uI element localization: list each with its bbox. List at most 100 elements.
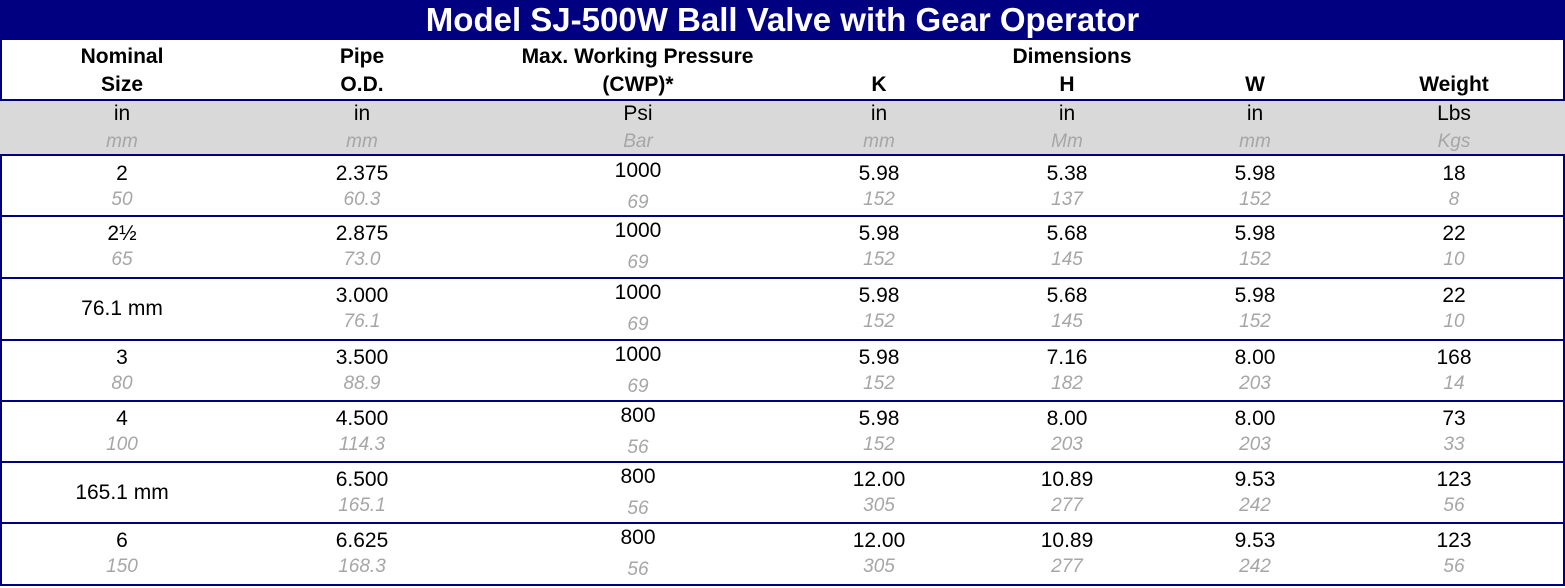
pressure-metric: 69	[627, 376, 649, 397]
header-nominal-line2: Size	[100, 73, 144, 96]
header-nominal-line1: Nominal	[80, 45, 164, 68]
unit-nominal-in: in	[113, 102, 131, 125]
pipe-od-value: 3.500	[335, 346, 389, 369]
unit-k-mm: mm	[863, 131, 895, 152]
pipe-od-metric: 73.0	[343, 249, 381, 270]
dim-k-metric: 152	[863, 249, 895, 270]
dim-h-metric: 203	[1051, 434, 1083, 455]
weight-value: 123	[1436, 529, 1472, 552]
dim-k-value: 5.98	[858, 162, 900, 185]
dim-k-value: 5.98	[858, 284, 900, 307]
header-dimensions: Dimensions	[1012, 45, 1132, 68]
unit-h-mm: Mm	[1051, 131, 1083, 152]
dim-h-value: 5.68	[1046, 284, 1088, 307]
unit-pressure-psi: Psi	[623, 102, 653, 125]
table-title: Model SJ-500W Ball Valve with Gear Opera…	[0, 0, 1565, 40]
pressure-value: 800	[620, 526, 656, 549]
weight-value: 22	[1442, 222, 1466, 245]
dim-k-metric: 305	[863, 495, 895, 516]
unit-w-mm: mm	[1239, 131, 1271, 152]
pressure-value: 1000	[614, 343, 662, 366]
nominal-size-value: 2	[116, 162, 128, 185]
weight-metric: 14	[1443, 373, 1465, 394]
unit-pipe-mm: mm	[346, 131, 378, 152]
header-weight: Weight	[1419, 73, 1489, 96]
unit-pipe-in: in	[353, 102, 371, 125]
dim-h-metric: 182	[1051, 373, 1083, 394]
nominal-size-value: 6	[116, 529, 128, 552]
header-pressure-line2: (CWP)*	[602, 73, 674, 96]
row-divider	[0, 215, 1565, 217]
unit-nominal-mm: mm	[106, 131, 138, 152]
dim-k-value: 5.98	[858, 222, 900, 245]
nominal-size-value: 4	[116, 407, 128, 430]
row-divider	[0, 400, 1565, 402]
dim-k-metric: 152	[863, 434, 895, 455]
unit-pressure-bar: Bar	[623, 131, 653, 152]
nominal-size-value: 76.1 mm	[81, 297, 163, 320]
dim-w-value: 9.53	[1234, 468, 1276, 491]
pressure-value: 1000	[614, 281, 662, 304]
header-pressure-line1: Max. Working Pressure	[521, 45, 754, 68]
pressure-metric: 56	[627, 498, 649, 519]
row-divider	[0, 522, 1565, 524]
weight-value: 73	[1442, 407, 1466, 430]
weight-metric: 8	[1448, 189, 1460, 210]
pipe-od-value: 6.625	[335, 529, 389, 552]
pipe-od-metric: 165.1	[338, 495, 386, 516]
row-divider	[0, 461, 1565, 463]
pressure-metric: 69	[627, 192, 649, 213]
dim-k-metric: 305	[863, 556, 895, 577]
dim-w-value: 9.53	[1234, 529, 1276, 552]
pipe-od-metric: 60.3	[343, 189, 381, 210]
weight-metric: 10	[1443, 311, 1465, 332]
dim-w-value: 5.98	[1234, 222, 1276, 245]
nominal-size-value: 165.1 mm	[75, 481, 169, 504]
dim-w-metric: 203	[1239, 373, 1271, 394]
dim-h-value: 10.89	[1040, 468, 1094, 491]
dim-w-value: 5.98	[1234, 162, 1276, 185]
dim-w-metric: 242	[1239, 495, 1271, 516]
nominal-size-value: 2½	[107, 222, 137, 245]
units-row	[0, 99, 1565, 156]
dim-k-metric: 152	[863, 189, 895, 210]
dim-w-value: 8.00	[1234, 346, 1276, 369]
pressure-value: 800	[620, 404, 656, 427]
pressure-metric: 56	[627, 559, 649, 580]
weight-metric: 56	[1443, 556, 1465, 577]
header-pipe-line1: Pipe	[339, 45, 385, 68]
dim-h-metric: 145	[1051, 311, 1083, 332]
pipe-od-value: 2.375	[335, 162, 389, 185]
header-w: W	[1245, 73, 1265, 96]
pressure-value: 1000	[614, 219, 662, 242]
pressure-metric: 69	[627, 314, 649, 335]
dim-h-metric: 277	[1051, 556, 1083, 577]
unit-h-in: in	[1058, 102, 1076, 125]
pressure-value: 1000	[614, 159, 662, 182]
pipe-od-metric: 168.3	[338, 556, 386, 577]
header-h: H	[1059, 73, 1075, 96]
pipe-od-value: 2.875	[335, 222, 389, 245]
weight-value: 123	[1436, 468, 1472, 491]
dim-h-metric: 145	[1051, 249, 1083, 270]
dim-w-metric: 152	[1239, 189, 1271, 210]
nominal-size-value: 3	[116, 346, 128, 369]
weight-value: 18	[1442, 162, 1466, 185]
pipe-od-value: 3.000	[335, 284, 389, 307]
unit-weight-lbs: Lbs	[1437, 102, 1471, 125]
pipe-od-metric: 76.1	[343, 311, 381, 332]
dim-h-value: 7.16	[1046, 346, 1088, 369]
pressure-metric: 69	[627, 252, 649, 273]
pressure-metric: 56	[627, 437, 649, 458]
dim-k-metric: 152	[863, 311, 895, 332]
weight-value: 168	[1436, 346, 1472, 369]
weight-metric: 33	[1443, 434, 1465, 455]
nominal-size-metric: 65	[111, 249, 133, 270]
pressure-value: 800	[620, 465, 656, 488]
unit-k-in: in	[870, 102, 888, 125]
weight-value: 22	[1442, 284, 1466, 307]
pipe-od-metric: 114.3	[338, 434, 386, 455]
dim-h-value: 5.68	[1046, 222, 1088, 245]
dim-w-metric: 152	[1239, 311, 1271, 332]
